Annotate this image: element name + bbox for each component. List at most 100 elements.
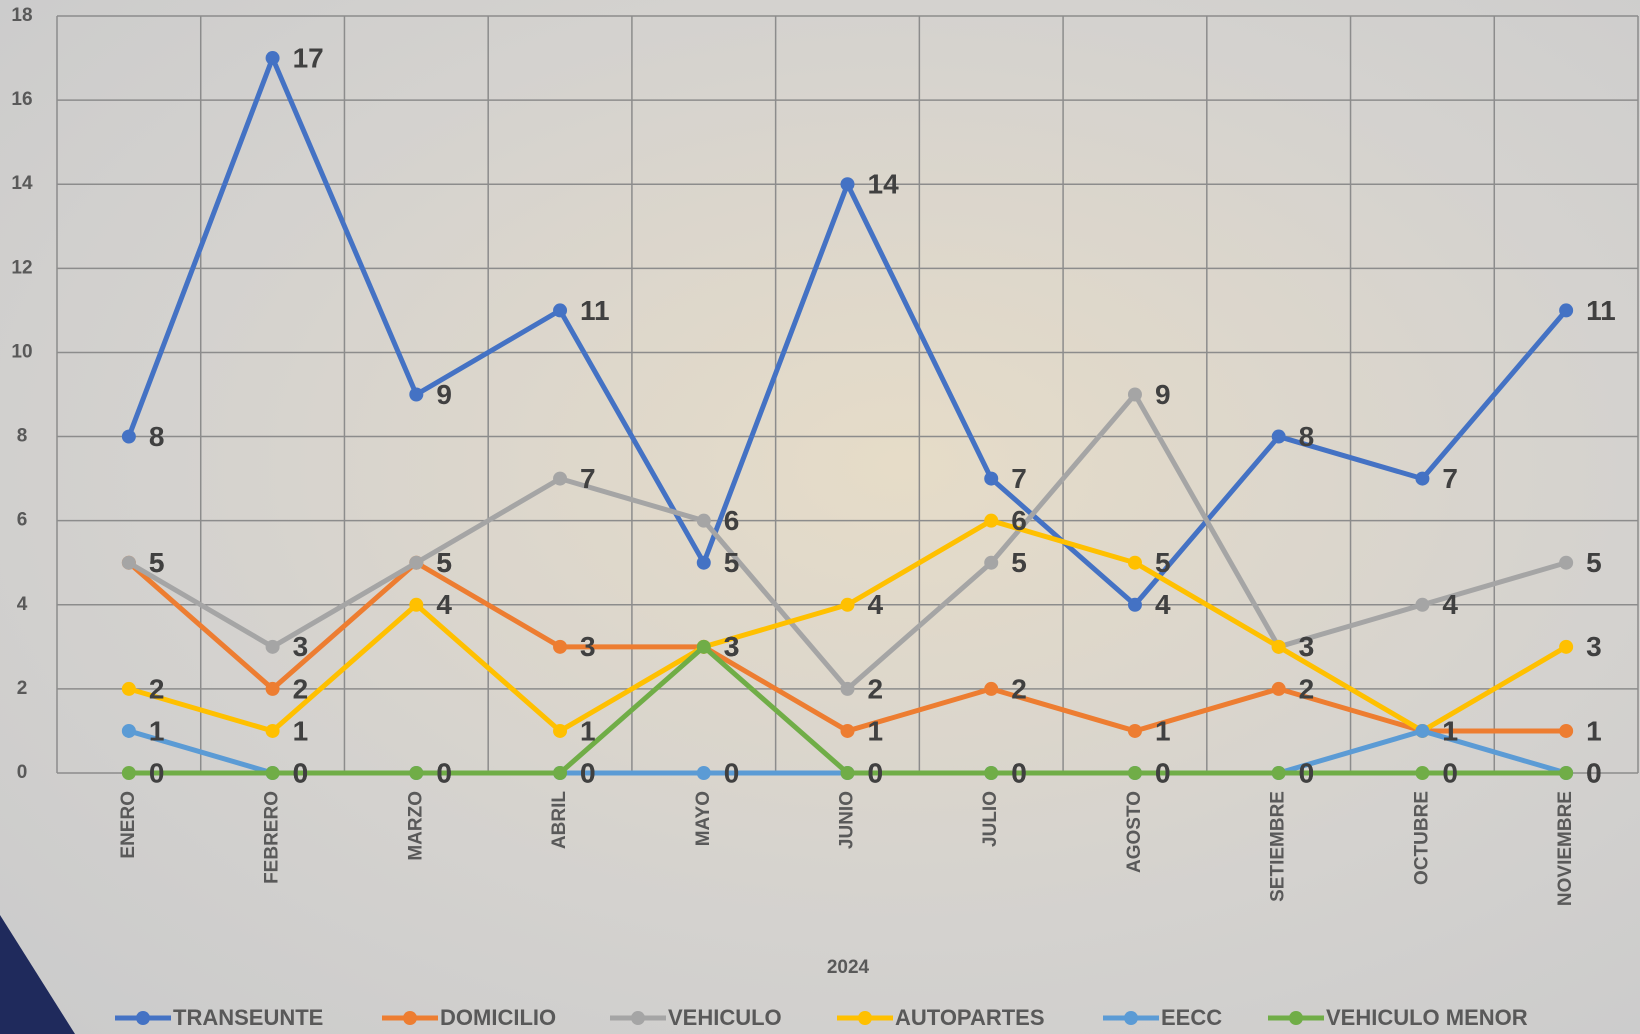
data-point (409, 388, 423, 402)
x-tick-label: ABRIL (549, 791, 570, 849)
data-label: 0 (1442, 757, 1458, 788)
data-point (122, 556, 136, 570)
x-tick-label: MARZO (405, 791, 426, 861)
data-point (553, 640, 567, 654)
data-label: 3 (293, 631, 309, 662)
y-tick-label: 2 (17, 678, 28, 699)
data-label: 0 (1586, 757, 1602, 788)
data-point (1415, 472, 1429, 486)
data-point (122, 766, 136, 780)
data-point (1128, 598, 1142, 612)
data-label: 8 (1299, 421, 1315, 452)
x-tick-label: AGOSTO (1124, 791, 1145, 873)
legend-marker (631, 1011, 645, 1025)
x-tick-label: ENERO (118, 791, 139, 859)
data-label: 11 (580, 295, 610, 326)
data-label: 1 (1442, 715, 1458, 746)
data-label: 0 (868, 757, 884, 788)
y-tick-label: 8 (17, 426, 28, 447)
legend-label: VEHICULO MENOR (1326, 1005, 1528, 1030)
data-point (266, 682, 280, 696)
data-label: 2 (868, 673, 884, 704)
legend-marker (1124, 1011, 1138, 1025)
data-point (553, 472, 567, 486)
data-label: 5 (1586, 547, 1602, 578)
data-point (409, 766, 423, 780)
data-point (1559, 303, 1573, 317)
y-tick-label: 18 (11, 5, 32, 26)
data-point (553, 766, 567, 780)
data-label: 17 (293, 42, 324, 73)
data-label: 5 (436, 547, 452, 578)
data-point (1128, 766, 1142, 780)
data-point (409, 556, 423, 570)
data-point (984, 556, 998, 570)
data-point (841, 598, 855, 612)
legend-label: EECC (1161, 1005, 1222, 1030)
data-point (697, 640, 711, 654)
data-label: 0 (724, 757, 740, 788)
x-axis-title: 2024 (827, 957, 870, 978)
data-label: 2 (1011, 673, 1027, 704)
data-point (1128, 388, 1142, 402)
data-label: 8 (149, 421, 165, 452)
data-label: 1 (1586, 715, 1602, 746)
data-point (1272, 640, 1286, 654)
background (0, 0, 1640, 1034)
data-point (697, 556, 711, 570)
data-label: 9 (1155, 379, 1171, 410)
y-tick-label: 4 (17, 594, 28, 615)
data-label: 4 (1442, 589, 1458, 620)
data-point (553, 303, 567, 317)
data-point (266, 724, 280, 738)
data-point (841, 682, 855, 696)
data-label: 0 (1011, 757, 1027, 788)
data-point (266, 51, 280, 65)
data-label: 3 (724, 631, 740, 662)
legend-marker (858, 1011, 872, 1025)
chart: 2024 024681012141618ENEROFEBREROMARZOABR… (0, 0, 1640, 1034)
data-label: 11 (1586, 295, 1616, 326)
data-label: 0 (1155, 757, 1171, 788)
legend-marker (403, 1011, 417, 1025)
y-tick-label: 6 (17, 510, 28, 531)
data-label: 4 (436, 589, 452, 620)
x-tick-label: MAYO (693, 791, 714, 846)
data-point (122, 682, 136, 696)
data-label: 5 (1011, 547, 1027, 578)
data-point (1272, 766, 1286, 780)
data-label: 7 (1442, 463, 1458, 494)
data-label: 6 (724, 505, 740, 536)
legend-label: VEHICULO (668, 1005, 782, 1030)
data-point (1415, 766, 1429, 780)
data-label: 3 (1299, 631, 1315, 662)
x-tick-label: JUNIO (837, 791, 858, 849)
y-tick-label: 14 (11, 173, 33, 194)
data-label: 1 (1155, 715, 1171, 746)
data-label: 7 (1011, 463, 1027, 494)
data-label: 4 (1155, 589, 1171, 620)
data-point (841, 766, 855, 780)
data-point (984, 766, 998, 780)
data-label: 2 (1299, 673, 1315, 704)
data-label: 0 (149, 757, 165, 788)
legend-label: DOMICILIO (440, 1005, 556, 1030)
data-label: 0 (436, 757, 452, 788)
data-label: 3 (1586, 631, 1602, 662)
data-label: 1 (868, 715, 884, 746)
data-label: 4 (868, 589, 884, 620)
data-label: 1 (149, 715, 165, 746)
data-point (1559, 724, 1573, 738)
legend-label: TRANSEUNTE (173, 1005, 323, 1030)
data-label: 7 (580, 463, 596, 494)
data-label: 1 (580, 715, 596, 746)
data-label: 2 (293, 673, 309, 704)
data-point (697, 514, 711, 528)
data-point (122, 724, 136, 738)
data-label: 1 (293, 715, 309, 746)
x-tick-label: FEBRERO (262, 791, 283, 884)
x-tick-label: JULIO (980, 791, 1001, 847)
legend-marker (1289, 1011, 1303, 1025)
data-point (1272, 682, 1286, 696)
data-point (984, 682, 998, 696)
